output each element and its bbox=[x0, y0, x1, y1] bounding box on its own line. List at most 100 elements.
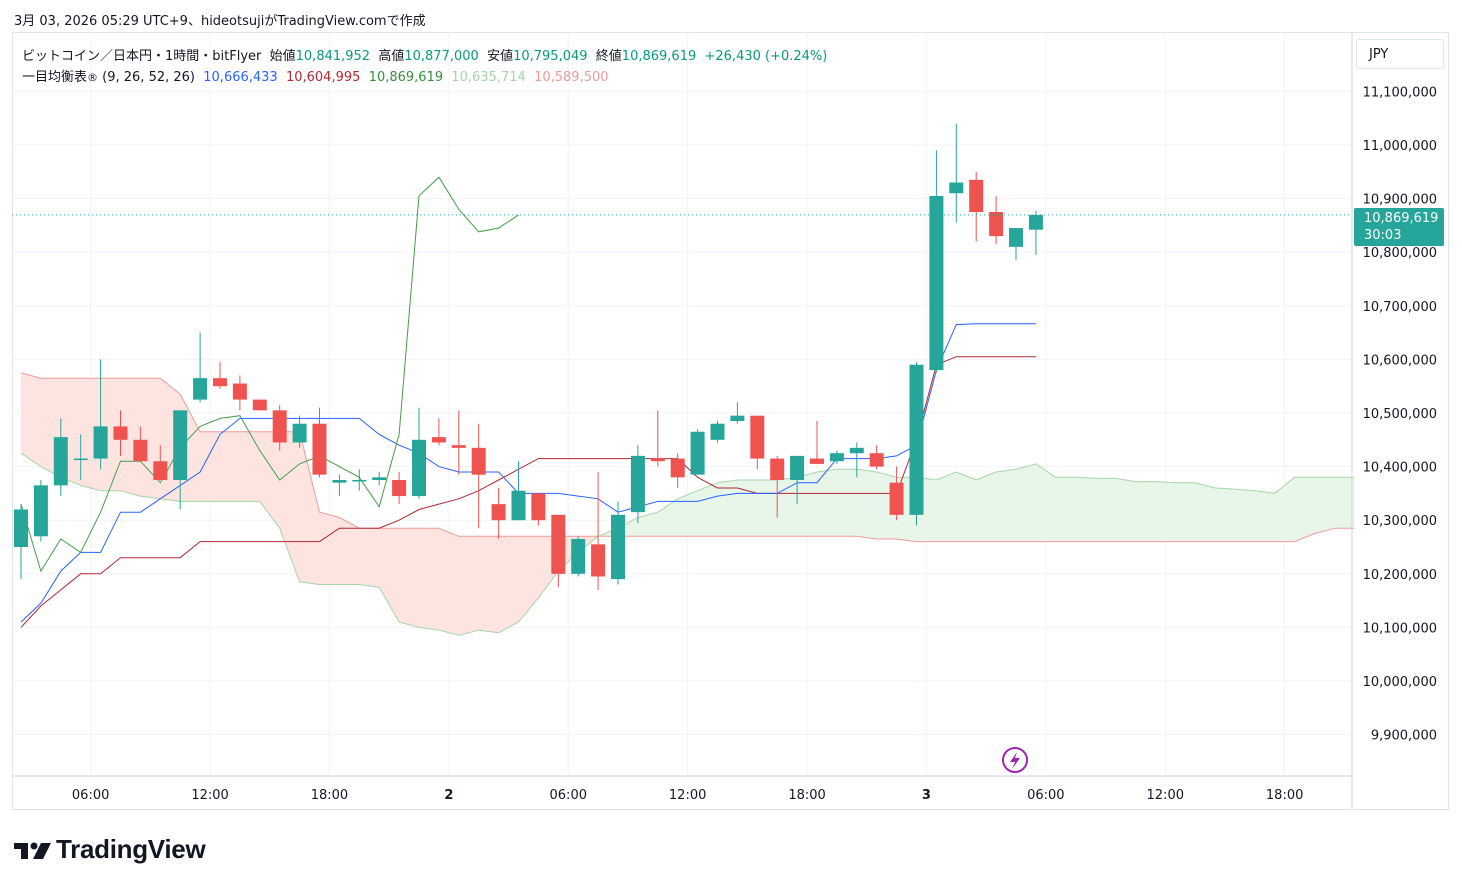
candle-up bbox=[929, 195, 944, 371]
span-a-value: 10,635,714 bbox=[451, 70, 526, 85]
candle-down bbox=[213, 378, 227, 387]
candle-up bbox=[730, 415, 745, 422]
candle-down bbox=[392, 480, 407, 497]
price-tick-label: 11,100,000 bbox=[1363, 85, 1437, 100]
candle-up bbox=[53, 437, 68, 486]
candle-down bbox=[650, 458, 665, 462]
candle-up bbox=[193, 378, 208, 400]
time-tick-label: 06:00 bbox=[72, 788, 109, 803]
time-tick-label: 06:00 bbox=[550, 788, 587, 803]
price-axis-ticks: 11,100,000 11,000,000 10,900,000 10,800,000… bbox=[1363, 85, 1437, 743]
candle-down bbox=[869, 453, 884, 467]
candle-up bbox=[14, 509, 28, 547]
candle-up bbox=[93, 426, 108, 459]
time-tick-label: 12:00 bbox=[669, 788, 706, 803]
tenkan-value: 10,666,433 bbox=[203, 70, 278, 85]
change-value: +26,430 (+0.24%) bbox=[704, 49, 828, 64]
price-tick-label: 10,300,000 bbox=[1363, 514, 1437, 529]
time-tick-label: 12:00 bbox=[191, 788, 228, 803]
candle-down bbox=[113, 426, 128, 440]
candle-down bbox=[491, 504, 506, 521]
candle-up bbox=[73, 458, 88, 461]
candle-down bbox=[670, 458, 685, 478]
price-tick-label: 9,900,000 bbox=[1371, 729, 1437, 744]
symbol-legend: ビットコイン／日本円・1時間・bitFlyer 始値10,841,952 高値1… bbox=[22, 45, 827, 64]
candle-up bbox=[949, 182, 964, 194]
candle-down bbox=[252, 399, 267, 411]
senkou-span-b-line bbox=[20, 372, 1355, 543]
chart-snapshot-caption: 3月 03, 2026 05:29 UTC+9、hideotsujiがTradi… bbox=[14, 14, 426, 29]
candle-down bbox=[770, 458, 785, 480]
lightning-event-icon[interactable] bbox=[1002, 747, 1028, 773]
price-tick-label: 10,500,000 bbox=[1363, 407, 1437, 422]
indicator-mark: ® bbox=[87, 71, 99, 84]
time-tick-label: 12:00 bbox=[1147, 788, 1184, 803]
tenkan-line bbox=[20, 323, 1036, 623]
candle-up bbox=[292, 423, 307, 443]
last-price-tag: 10,869,619 30:03 bbox=[1354, 208, 1444, 246]
high-label: 高値 bbox=[378, 49, 405, 64]
senkou-span-a-line bbox=[20, 452, 1355, 636]
candle-down bbox=[153, 461, 168, 480]
candle-up bbox=[790, 455, 805, 480]
price-tick-label: 10,600,000 bbox=[1363, 353, 1437, 368]
last-price-value: 10,869,619 bbox=[1364, 211, 1439, 226]
price-tick-label: 10,800,000 bbox=[1363, 246, 1437, 261]
tradingview-logo-icon bbox=[14, 842, 51, 860]
candle-up bbox=[849, 447, 864, 454]
time-tick-label: 3 bbox=[922, 788, 931, 803]
symbol-name[interactable]: ビットコイン／日本円・1時間・bitFlyer bbox=[22, 49, 262, 64]
candle-down bbox=[750, 415, 765, 459]
time-axis-ticks: 06:00 12:00 18:00 2 06:00 12:00 18:00 3 06:00 12:… bbox=[72, 788, 1303, 803]
ichimoku-lines bbox=[20, 176, 1355, 636]
candle-down bbox=[969, 179, 984, 212]
indicator-name[interactable]: 一目均衡表 bbox=[22, 70, 88, 85]
brand-name: TradingView bbox=[56, 834, 206, 864]
low-value: 10,795,049 bbox=[513, 49, 588, 64]
tradingview-logo[interactable]: TradingView bbox=[14, 834, 206, 865]
price-tick-label: 11,000,000 bbox=[1363, 139, 1437, 154]
chikou-line bbox=[20, 176, 519, 573]
axes bbox=[12, 32, 1353, 810]
chikou-value: 10,869,619 bbox=[368, 70, 444, 85]
candle-down bbox=[551, 514, 566, 574]
indicator-params: (9, 26, 52, 26) bbox=[102, 70, 195, 85]
kijun-line bbox=[20, 356, 1036, 628]
candle-up bbox=[1028, 214, 1043, 230]
bearish-cloud bbox=[21, 372, 599, 636]
indicator-legend: 一目均衡表® (9, 26, 52, 26) 10,666,433 10,604… bbox=[22, 66, 609, 85]
candle-down bbox=[989, 212, 1004, 237]
candle-down bbox=[889, 482, 904, 515]
price-tick-label: 10,000,000 bbox=[1363, 675, 1437, 690]
time-tick-label: 18:00 bbox=[311, 788, 348, 803]
candle-down bbox=[312, 423, 327, 475]
candle-up bbox=[173, 410, 188, 480]
candle-up bbox=[611, 514, 625, 580]
time-tick-label: 06:00 bbox=[1027, 788, 1064, 803]
close-label: 終値 bbox=[595, 49, 622, 64]
time-tick-label: 18:00 bbox=[1266, 788, 1303, 803]
high-value: 10,877,000 bbox=[404, 49, 479, 64]
candle-up bbox=[352, 480, 367, 482]
price-tick-label: 10,200,000 bbox=[1363, 568, 1437, 583]
currency-selector[interactable]: JPY bbox=[1356, 39, 1444, 69]
candle-down bbox=[451, 445, 466, 448]
candle-up bbox=[33, 485, 48, 537]
candle-down bbox=[272, 410, 287, 443]
candlesticks bbox=[14, 123, 1043, 590]
price-tick-label: 10,100,000 bbox=[1363, 621, 1437, 636]
time-tick-label: 18:00 bbox=[788, 788, 825, 803]
bar-countdown: 30:03 bbox=[1364, 228, 1402, 243]
candle-down bbox=[431, 437, 446, 443]
candle-up bbox=[511, 490, 526, 521]
ichimoku-cloud bbox=[21, 372, 1355, 636]
candle-down bbox=[810, 458, 824, 464]
candle-up bbox=[412, 439, 426, 497]
candle-up bbox=[690, 431, 705, 475]
chart-frame[interactable] bbox=[12, 32, 1449, 810]
low-label: 安値 bbox=[487, 49, 514, 64]
price-tick-label: 10,700,000 bbox=[1363, 300, 1437, 315]
candle-up bbox=[332, 480, 347, 483]
candle-down bbox=[471, 447, 486, 475]
